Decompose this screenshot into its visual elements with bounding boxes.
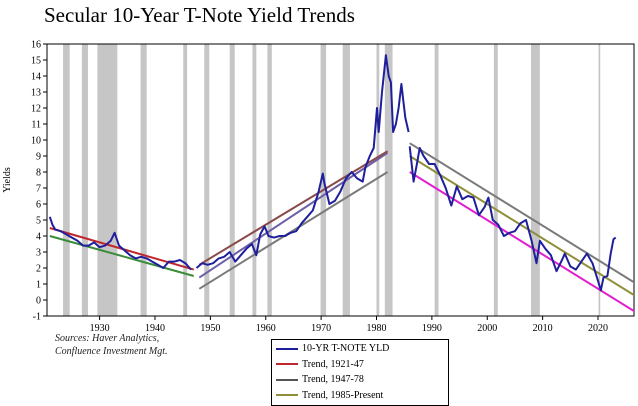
y-tick-label: 9	[36, 152, 41, 163]
y-tick-label: 10	[31, 136, 41, 147]
trend-line-2	[49, 235, 195, 277]
trend-line-4	[198, 150, 389, 266]
x-tick-label: 1980	[366, 323, 386, 334]
trend-line-3	[198, 151, 389, 279]
legend-label: Trend, 1947-78	[302, 374, 364, 386]
y-tick-label: 2	[36, 264, 41, 275]
recession-band-15	[493, 44, 498, 316]
trend-line-7	[409, 142, 634, 284]
y-tick-label: 7	[36, 184, 41, 195]
recession-band-5	[183, 44, 188, 316]
y-tick-label: 0	[36, 296, 41, 307]
y-tick-label: 11	[31, 120, 41, 131]
y-tick-label: 13	[31, 88, 41, 99]
legend-item: Trend, 1985-Present	[272, 388, 448, 404]
y-tick-label: 3	[36, 248, 41, 259]
legend-label: Trend, 1985-Present	[302, 389, 384, 401]
legend-label: 10-YR T-NOTE YLD	[302, 343, 390, 355]
yield-line-segment-2	[195, 54, 410, 269]
y-tick-label: 14	[31, 72, 41, 83]
recession-band-3	[97, 44, 118, 316]
x-tick-label: 1940	[145, 323, 165, 334]
x-tick-label: 2000	[477, 323, 497, 334]
recession-band-16	[530, 44, 540, 316]
y-tick-label: 5	[36, 216, 41, 227]
recession-band-1	[63, 44, 70, 316]
y-tick-label: 1	[36, 280, 41, 291]
chart-title: Secular 10-Year T-Note Yield Trends	[44, 3, 355, 27]
y-tick-label: 8	[36, 168, 41, 179]
recession-band-9	[267, 44, 272, 316]
x-tick-label: 1930	[90, 323, 110, 334]
yield-line-segment-1	[48, 216, 192, 271]
sources-line-1: Sources: Haver Analytics,	[55, 333, 160, 344]
plot-frame	[46, 43, 635, 317]
recession-band-14	[434, 44, 439, 316]
yield-line-segment-3	[408, 146, 617, 292]
x-tick-label: 1960	[256, 323, 276, 334]
recession-band-2	[81, 44, 88, 316]
legend-item: Trend, 1921-47	[272, 357, 448, 373]
recession-band-13	[384, 44, 393, 316]
legend-swatch	[276, 394, 298, 397]
recession-band-8	[252, 44, 257, 316]
sources-line-2: Confluence Investment Mgt.	[55, 346, 168, 357]
recession-band-7	[229, 44, 235, 316]
legend-item: Trend, 1947-78	[272, 372, 448, 388]
legend-swatch	[276, 378, 298, 381]
legend-swatch	[276, 347, 298, 350]
x-tick-label: 1950	[200, 323, 220, 334]
x-tick-label: 1970	[311, 323, 331, 334]
recession-band-6	[204, 44, 210, 316]
recession-band-12	[376, 44, 380, 316]
legend-swatch	[276, 363, 298, 366]
y-tick-label: 6	[36, 200, 41, 211]
y-tick-label: 15	[31, 56, 41, 67]
x-tick-label: 2020	[588, 323, 608, 334]
x-tick-label: 1990	[422, 323, 442, 334]
legend-label: Trend, 1921-47	[302, 358, 364, 370]
trend-line-8	[409, 171, 634, 313]
recession-band-17	[598, 44, 601, 316]
y-tick-label: -1	[33, 312, 41, 323]
trend-line-5	[198, 171, 389, 290]
y-tick-label: 16	[31, 40, 41, 51]
x-tick-label: 2010	[533, 323, 553, 334]
sources-note: Sources: Haver Analytics, Confluence Inv…	[55, 332, 167, 358]
y-axis-label: Yields	[2, 167, 13, 193]
legend-item: 10-YR T-NOTE YLD	[272, 341, 448, 357]
y-tick-label: 4	[36, 232, 41, 243]
trend-line-6	[409, 155, 634, 297]
y-tick-label: 12	[31, 104, 41, 115]
recession-band-4	[140, 44, 147, 316]
chart-legend: 10-YR T-NOTE YLD Trend, 1921-47 Trend, 194…	[271, 339, 449, 406]
